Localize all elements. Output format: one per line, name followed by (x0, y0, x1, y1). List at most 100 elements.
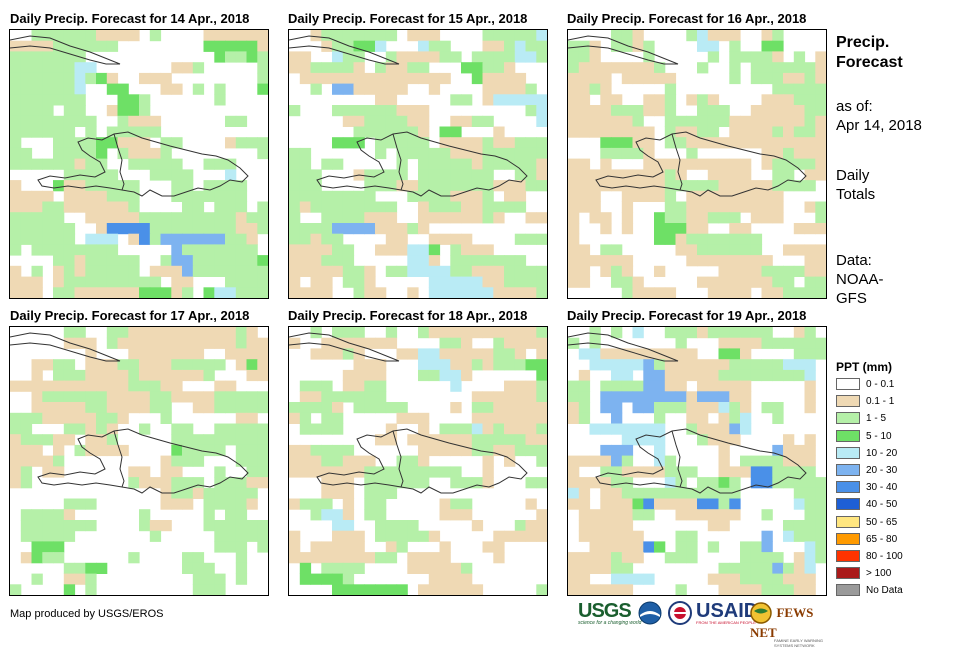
precip-cell (257, 337, 268, 349)
country-border (671, 430, 683, 488)
precip-cell (63, 509, 76, 521)
precip-cell (697, 380, 709, 392)
precip-cell (750, 477, 763, 489)
precip-cell (536, 337, 547, 349)
precip-cell (20, 477, 33, 489)
precip-cell (203, 402, 215, 414)
precip-cell (257, 147, 268, 160)
precip-cell (332, 402, 344, 414)
precip-cell (697, 276, 709, 288)
precip-cell (139, 369, 151, 382)
precip-cell (289, 530, 301, 542)
precip-cell (332, 327, 344, 339)
precip-cell (225, 498, 237, 510)
precip-cell (192, 233, 205, 245)
precip-cell (750, 327, 763, 339)
precip-cell (772, 94, 784, 106)
precip-cell (353, 137, 365, 149)
precip-cell (310, 72, 322, 85)
precip-cell (439, 40, 451, 52)
precip-cell (214, 327, 226, 339)
precip-cell (20, 233, 33, 245)
precip-cell (353, 552, 365, 564)
precip-cell (804, 573, 816, 585)
precip-cell (375, 477, 387, 489)
precip-cell (171, 137, 183, 149)
precip-cell (375, 62, 387, 74)
precip-cell (342, 562, 355, 574)
precip-cell (772, 584, 784, 595)
precip-cell (471, 359, 484, 371)
precip-cell (63, 276, 76, 288)
precip-cell (42, 83, 54, 95)
precip-cell (321, 391, 333, 403)
precip-cell (772, 402, 784, 414)
precip-cell (353, 337, 365, 349)
precip-cell (600, 83, 612, 95)
precip-cell (53, 180, 65, 192)
precip-cell (332, 444, 344, 457)
precip-cell (772, 276, 784, 288)
precip-cell (783, 137, 795, 149)
precip-cell (815, 530, 826, 542)
precip-cell (611, 105, 623, 117)
precip-cell (160, 83, 172, 95)
precip-cell (203, 158, 215, 170)
precip-cell (342, 105, 355, 117)
precip-cell (783, 105, 795, 117)
precip-cell (675, 126, 687, 138)
precip-cell (214, 40, 226, 52)
precip-cell (632, 434, 644, 446)
precip-cell (707, 190, 720, 202)
precip-cell (289, 276, 301, 288)
precip-cell (664, 402, 677, 414)
precip-cell (85, 412, 97, 424)
precip-cell (203, 584, 215, 595)
precip-cell (182, 169, 194, 181)
precip-cell (493, 402, 505, 414)
precip-cell (364, 337, 376, 349)
precip-cell (246, 391, 258, 403)
precip-cell (149, 477, 162, 489)
precip-cell (10, 147, 22, 160)
precip-cell (793, 94, 806, 106)
precip-cell (246, 223, 258, 235)
precip-cell (804, 83, 816, 95)
precip-cell (718, 391, 730, 403)
precip-cell (525, 402, 537, 414)
precip-cell (772, 444, 784, 457)
precip-cell (407, 30, 419, 42)
precip-cell (740, 255, 752, 267)
precip-cell (289, 180, 301, 192)
precip-cell (578, 487, 591, 499)
precip-cell (482, 466, 494, 478)
precip-cell (740, 391, 752, 403)
precip-cell (257, 391, 268, 403)
precip-cell (20, 115, 33, 127)
precip-cell (482, 83, 494, 95)
precip-cell (664, 190, 677, 202)
precip-cell (375, 434, 387, 446)
precip-cell (815, 72, 826, 85)
precip-cell (149, 530, 162, 542)
precip-cell (96, 190, 108, 202)
precip-cell (235, 359, 248, 371)
precip-cell (815, 276, 826, 288)
precip-cell (729, 201, 741, 213)
precip-cell (664, 72, 677, 85)
precip-cell (428, 327, 441, 339)
precip-cell (697, 359, 709, 371)
precip-cell (632, 509, 644, 521)
island-outline (37, 131, 249, 197)
precip-cell (310, 573, 322, 585)
precip-cell (643, 287, 655, 298)
legend-label: 5 - 10 (866, 430, 892, 442)
precip-cell (632, 180, 644, 192)
precip-cell (686, 158, 698, 170)
precip-cell (600, 105, 612, 117)
precip-cell (804, 509, 816, 521)
precip-cell (63, 190, 76, 202)
precip-cell (342, 276, 355, 288)
precip-cell (407, 115, 419, 127)
precip-cell (128, 190, 140, 202)
